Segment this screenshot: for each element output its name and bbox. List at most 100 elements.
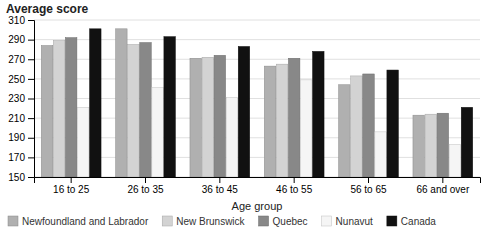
legend-swatch <box>322 216 332 226</box>
legend-label: Quebec <box>273 216 308 227</box>
grid <box>34 20 480 177</box>
bar <box>301 80 312 177</box>
y-tick-mark <box>28 138 34 139</box>
bar <box>53 41 64 177</box>
y-tick-label: 190 <box>8 132 25 143</box>
x-tick-label: 46 to 55 <box>276 184 313 195</box>
title: Average score <box>6 2 89 16</box>
bar <box>41 46 52 177</box>
x-tick-mark <box>145 177 146 183</box>
legend-swatch <box>8 216 18 226</box>
bar <box>238 46 249 177</box>
series <box>53 41 436 177</box>
y-tick: 210 <box>8 113 34 124</box>
legend-swatch <box>387 216 397 226</box>
series <box>41 29 424 177</box>
legend-label: Nunavut <box>336 216 373 227</box>
bar <box>65 38 76 177</box>
y-tick-label: 150 <box>8 172 25 183</box>
bar <box>202 57 213 177</box>
bar <box>116 29 127 177</box>
legend-item: Nunavut <box>322 216 373 227</box>
y-tick-label: 310 <box>8 15 25 26</box>
bar <box>413 115 424 177</box>
y-tick-mark <box>28 177 34 178</box>
y-tick-label: 230 <box>8 93 25 104</box>
legend-item: Newfoundland and Labrador <box>8 216 149 227</box>
bar <box>339 85 350 177</box>
x-tick: 26 to 35 <box>127 177 164 195</box>
bars <box>41 29 472 177</box>
legend-swatch <box>162 216 172 226</box>
x-axis: 16 to 2526 to 3536 to 4546 to 5556 to 65… <box>35 177 481 195</box>
bar <box>214 55 225 177</box>
bar <box>264 66 275 177</box>
x-tick: 66 and over <box>416 177 469 195</box>
legend-item: New Brunswick <box>162 216 245 227</box>
y-tick-label: 210 <box>8 113 25 124</box>
x-tick-label: 36 to 45 <box>202 184 239 195</box>
x-tick-label: 26 to 35 <box>127 184 164 195</box>
y-tick: 230 <box>8 93 34 104</box>
x-axis-title: Age group <box>232 200 283 212</box>
bar <box>128 45 139 177</box>
y-tick: 150 <box>8 172 34 183</box>
y-tick: 290 <box>8 34 34 45</box>
x-tick: 16 to 25 <box>53 177 90 195</box>
x-tick-mark <box>71 177 72 183</box>
bar <box>90 29 101 177</box>
bar <box>351 76 362 177</box>
chart: Newfoundland and Labrador New Brunswick Qu… <box>0 0 490 231</box>
x-tick: 46 to 55 <box>276 177 313 195</box>
bar <box>190 58 201 177</box>
bar <box>449 145 460 177</box>
y-tick-mark <box>28 20 34 21</box>
y-tick: 190 <box>8 132 34 143</box>
legend-label: Newfoundland and Labrador <box>22 216 149 227</box>
x-tick-label: 16 to 25 <box>53 184 90 195</box>
bar <box>226 98 237 177</box>
bar <box>461 107 472 177</box>
y-tick: 170 <box>8 152 34 163</box>
legend-item: Canada <box>387 216 436 227</box>
plot: 150 170 190 210 230 250 270 290 310 16 to 25 26 to… <box>8 15 480 195</box>
y-axis-line <box>28 21 35 178</box>
bar <box>276 64 287 177</box>
bar <box>152 88 163 177</box>
y-tick-mark <box>28 99 34 100</box>
y-tick-label: 290 <box>8 34 25 45</box>
y-tick-mark <box>28 59 34 60</box>
x-tick-mark <box>294 177 295 183</box>
bar <box>387 70 398 177</box>
y-tick-mark <box>28 157 34 158</box>
bar <box>313 51 324 177</box>
bar <box>164 37 175 177</box>
y-tick: 310 <box>8 15 34 26</box>
bar <box>437 113 448 177</box>
y-tick: 270 <box>8 54 34 65</box>
series <box>90 29 473 177</box>
bar <box>363 74 374 177</box>
bar <box>140 43 151 177</box>
bar <box>425 114 436 177</box>
x-axis-line <box>35 178 481 184</box>
x-tick-label: 66 and over <box>416 184 469 195</box>
legend-item: Quebec <box>259 216 308 227</box>
y-tick-label: 170 <box>8 152 25 163</box>
legend: Newfoundland and Labrador New Brunswick Qu… <box>8 216 436 227</box>
x-tick: 36 to 45 <box>202 177 239 195</box>
y-axis: 150 170 190 210 230 250 270 290 310 <box>8 15 34 183</box>
legend-label: New Brunswick <box>176 216 245 227</box>
x-tick-mark <box>368 177 369 183</box>
x-tick-mark <box>442 177 443 183</box>
x-tick-mark <box>219 177 220 183</box>
series <box>65 38 448 177</box>
series <box>78 80 461 177</box>
y-tick-label: 270 <box>8 54 25 65</box>
bar <box>78 107 89 177</box>
grid-line <box>34 20 480 21</box>
y-tick-label: 250 <box>8 74 25 85</box>
y-tick-mark <box>28 79 34 80</box>
bar <box>375 132 386 177</box>
legend-swatch <box>259 216 269 226</box>
